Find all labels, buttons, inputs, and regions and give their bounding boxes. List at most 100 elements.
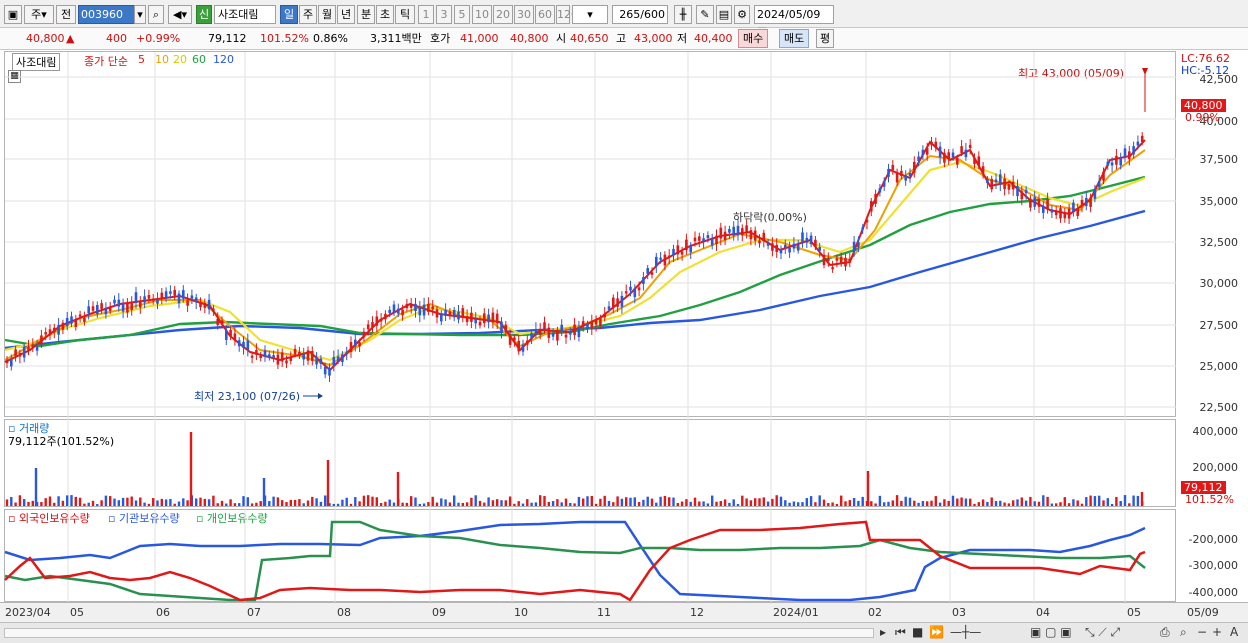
gear-icon[interactable]: ⚙	[734, 5, 750, 24]
window-icon[interactable]: ▣	[4, 5, 22, 24]
period-dropdown[interactable]: 주▾	[24, 5, 54, 24]
candle-body	[715, 235, 718, 245]
volume-bar	[207, 499, 211, 506]
eval-button[interactable]: 평	[816, 29, 835, 48]
interval-30[interactable]: 30	[514, 5, 534, 24]
interval-3[interactable]: 3	[436, 5, 452, 24]
candle-body	[504, 324, 508, 331]
volume-bar	[160, 498, 163, 506]
fast-forward-icon[interactable]: ⏩	[929, 625, 944, 639]
tool-icon[interactable]: ✎	[696, 5, 714, 24]
chevron-down-icon[interactable]: ▾	[134, 5, 146, 24]
volume-bar	[354, 497, 357, 506]
candle-body	[478, 321, 482, 326]
buy-button[interactable]: 매수	[738, 29, 769, 48]
volume-bar	[1119, 500, 1122, 506]
print-icon[interactable]: ⎙	[1160, 625, 1170, 639]
volume-bar	[814, 502, 817, 506]
period-week[interactable]: 주	[299, 5, 317, 24]
speaker-icon[interactable]: ◀▾	[168, 5, 192, 24]
candle-body	[792, 243, 796, 249]
candle-body	[1106, 161, 1110, 166]
volume-bar	[650, 498, 654, 506]
volume-bar	[358, 501, 361, 506]
stop-icon[interactable]: ■	[912, 625, 924, 639]
candle-body	[495, 313, 499, 324]
volume-bar	[822, 499, 826, 506]
first-icon[interactable]: ⏮	[895, 625, 906, 639]
period-tick[interactable]: 틱	[395, 5, 415, 24]
candle-body	[151, 298, 155, 301]
volume-ratio: 101.52%	[260, 32, 309, 45]
candle-body	[569, 331, 572, 335]
candle-body	[31, 344, 35, 348]
candle-body	[44, 332, 47, 335]
candle-body	[895, 173, 899, 183]
candle-body	[612, 297, 615, 308]
period-second[interactable]: 초	[376, 5, 394, 24]
date-tick: 05	[70, 606, 84, 619]
minus-icon[interactable]: −	[1197, 625, 1208, 639]
zoom-slider[interactable]: —┼—	[950, 625, 982, 639]
pane-stock-name[interactable]: 사조대림	[12, 53, 61, 71]
sell-button[interactable]: 매도	[779, 29, 810, 48]
hc-label: HC:-5.12	[1181, 64, 1230, 77]
volume-bar	[908, 497, 912, 506]
volume-bar	[827, 503, 830, 506]
date-tick: 09	[432, 606, 446, 619]
interval-5[interactable]: 5	[454, 5, 470, 24]
stock-name-field[interactable]: 사조대림	[214, 5, 276, 24]
candle-body	[745, 225, 748, 232]
zoom-icon[interactable]: ⌕	[1180, 625, 1187, 639]
date-field[interactable]: 2024/05/09 ▦	[754, 5, 834, 38]
volume-bar	[999, 500, 1002, 506]
volume-bar	[728, 502, 731, 506]
plus-icon[interactable]: +	[1212, 625, 1223, 639]
volume-pane[interactable]	[4, 419, 1176, 507]
volume-bar	[405, 502, 409, 506]
interval-dropdown[interactable]: ▾	[572, 5, 608, 24]
scroll-right-icon[interactable]: ▸	[880, 625, 887, 639]
candle-body	[457, 311, 460, 320]
candle-body	[1136, 141, 1140, 146]
volume-bar	[775, 495, 778, 506]
save-icon[interactable]: ▤	[716, 5, 732, 24]
holders-pane[interactable]	[4, 509, 1176, 602]
candle-body	[848, 258, 852, 262]
price-chart-pane[interactable]	[4, 51, 1176, 417]
search-icon[interactable]: ⌕	[148, 5, 164, 24]
interval-1[interactable]: 1	[418, 5, 434, 24]
count-field[interactable]: 265/600	[612, 5, 668, 24]
date-tick: 05	[1127, 606, 1141, 619]
prev-button[interactable]: 전	[56, 5, 76, 24]
font-size-icon[interactable]: A	[1230, 625, 1239, 639]
candle-body	[809, 235, 813, 245]
current-price: 40,800	[26, 32, 65, 45]
ma10-label: 10	[155, 53, 169, 66]
tool-icons[interactable]: ⤡ ⟋ ⤢	[1085, 625, 1121, 639]
candle-body	[723, 231, 727, 241]
stock-code-input[interactable]: 003960	[78, 5, 136, 24]
candle-body	[345, 352, 348, 355]
candle-icon[interactable]: ╫	[674, 5, 692, 24]
candle-body	[461, 308, 465, 318]
interval-60[interactable]: 60	[535, 5, 555, 24]
candle-body	[753, 230, 757, 241]
candle-body	[203, 302, 207, 308]
scrollbar[interactable]	[4, 628, 874, 638]
period-minute[interactable]: 분	[357, 5, 375, 24]
volume-bar	[926, 501, 929, 506]
candle-body	[762, 232, 766, 242]
interval-20[interactable]: 20	[493, 5, 513, 24]
interval-10[interactable]: 10	[472, 5, 492, 24]
period-year[interactable]: 년	[337, 5, 355, 24]
volume-bar	[913, 500, 916, 506]
period-month[interactable]: 월	[318, 5, 336, 24]
candle-body	[1016, 185, 1019, 197]
volume-bar	[599, 498, 602, 506]
layout-icon[interactable]: ▣ ▢ ▣	[1030, 625, 1072, 639]
candle-body	[951, 152, 955, 158]
candle-body	[362, 331, 366, 338]
period-day[interactable]: 일	[280, 5, 298, 24]
volume-bar	[736, 503, 740, 506]
